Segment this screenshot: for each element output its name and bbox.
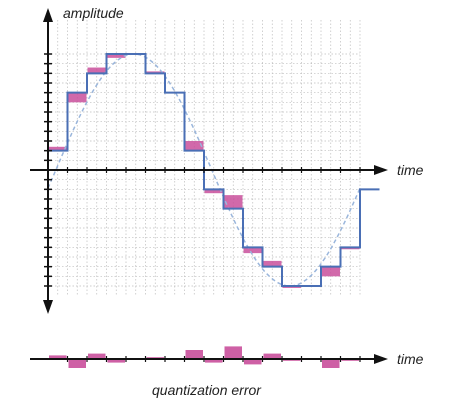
error-strip-bar [244,359,262,365]
amplitude-axis-label: amplitude [63,5,124,21]
quantization-error-bar [68,92,87,103]
quantization-error-bar [321,266,340,277]
error-strip-bar [185,350,203,359]
error-strip [30,346,388,368]
axes [30,8,388,314]
error-strip-bar [107,359,125,363]
error-strip-bar [263,353,281,359]
error-time-axis-arrow [374,354,388,364]
amplitude-axis-arrow-up [43,8,53,22]
quantization-error-bar [243,247,262,254]
quantization-error-bar [263,260,282,267]
error-strip-bar [224,346,242,359]
quantization-error-bar [87,67,106,74]
error-strip-bar [322,359,340,368]
error-strip-bar [68,359,86,368]
error-strip-bar [205,359,223,363]
quantization-error-bar [204,189,223,194]
quantization-error-bar [185,141,204,151]
error-strip-bar [88,353,106,359]
time-axis-label-bottom: time [397,351,424,367]
time-axis-label-top: time [397,162,424,178]
error-strip-bar [49,355,67,359]
quantization-error-label: quantization error [152,382,262,398]
quantization-error-bar [107,54,126,58]
quantization-error-bar [224,195,243,209]
quantization-error-bar [48,146,67,151]
amplitude-axis-arrow-down [43,300,53,314]
quantization-error-bars [48,54,360,288]
quantized-signal-steps [47,53,380,287]
time-axis-arrow [374,165,388,175]
